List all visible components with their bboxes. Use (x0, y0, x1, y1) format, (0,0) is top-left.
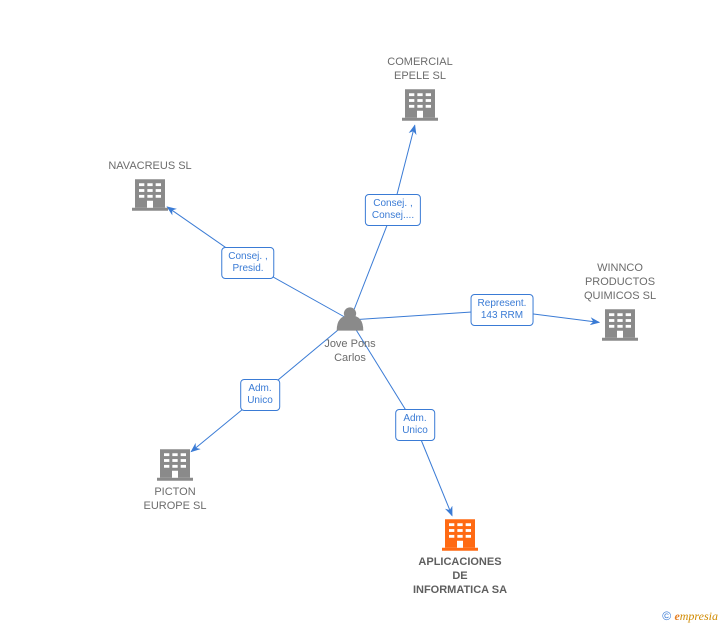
edge-label: Consej. , Presid. (221, 247, 274, 279)
node-label: WINNCO PRODUCTOS QUIMICOS SL (584, 262, 656, 303)
footer-brand: empresia (674, 609, 718, 623)
diagram-canvas (0, 0, 728, 630)
edge-segment (350, 210, 393, 320)
edge-label: Adm. Unico (240, 379, 280, 411)
building-icon (402, 89, 438, 121)
edge-label: Consej. , Consej.... (365, 194, 421, 226)
edge-label: Represent. 143 RRM (471, 294, 534, 326)
building-icon (602, 309, 638, 341)
center-node-label: Jove Pons Carlos (324, 338, 375, 366)
building-icon (132, 179, 168, 211)
copyright-symbol: © (662, 609, 671, 623)
node-label: COMERCIAL EPELE SL (387, 56, 452, 84)
node-label: NAVACREUS SL (108, 160, 191, 174)
node-label: APLICACIONES DE INFORMATICA SA (413, 556, 507, 597)
edge-label: Adm. Unico (395, 409, 435, 441)
person-icon (337, 307, 364, 330)
footer-credit: © empresia (662, 609, 718, 624)
building-icon (157, 449, 193, 481)
node-label: PICTON EUROPE SL (144, 486, 207, 514)
building-icon (442, 519, 478, 551)
